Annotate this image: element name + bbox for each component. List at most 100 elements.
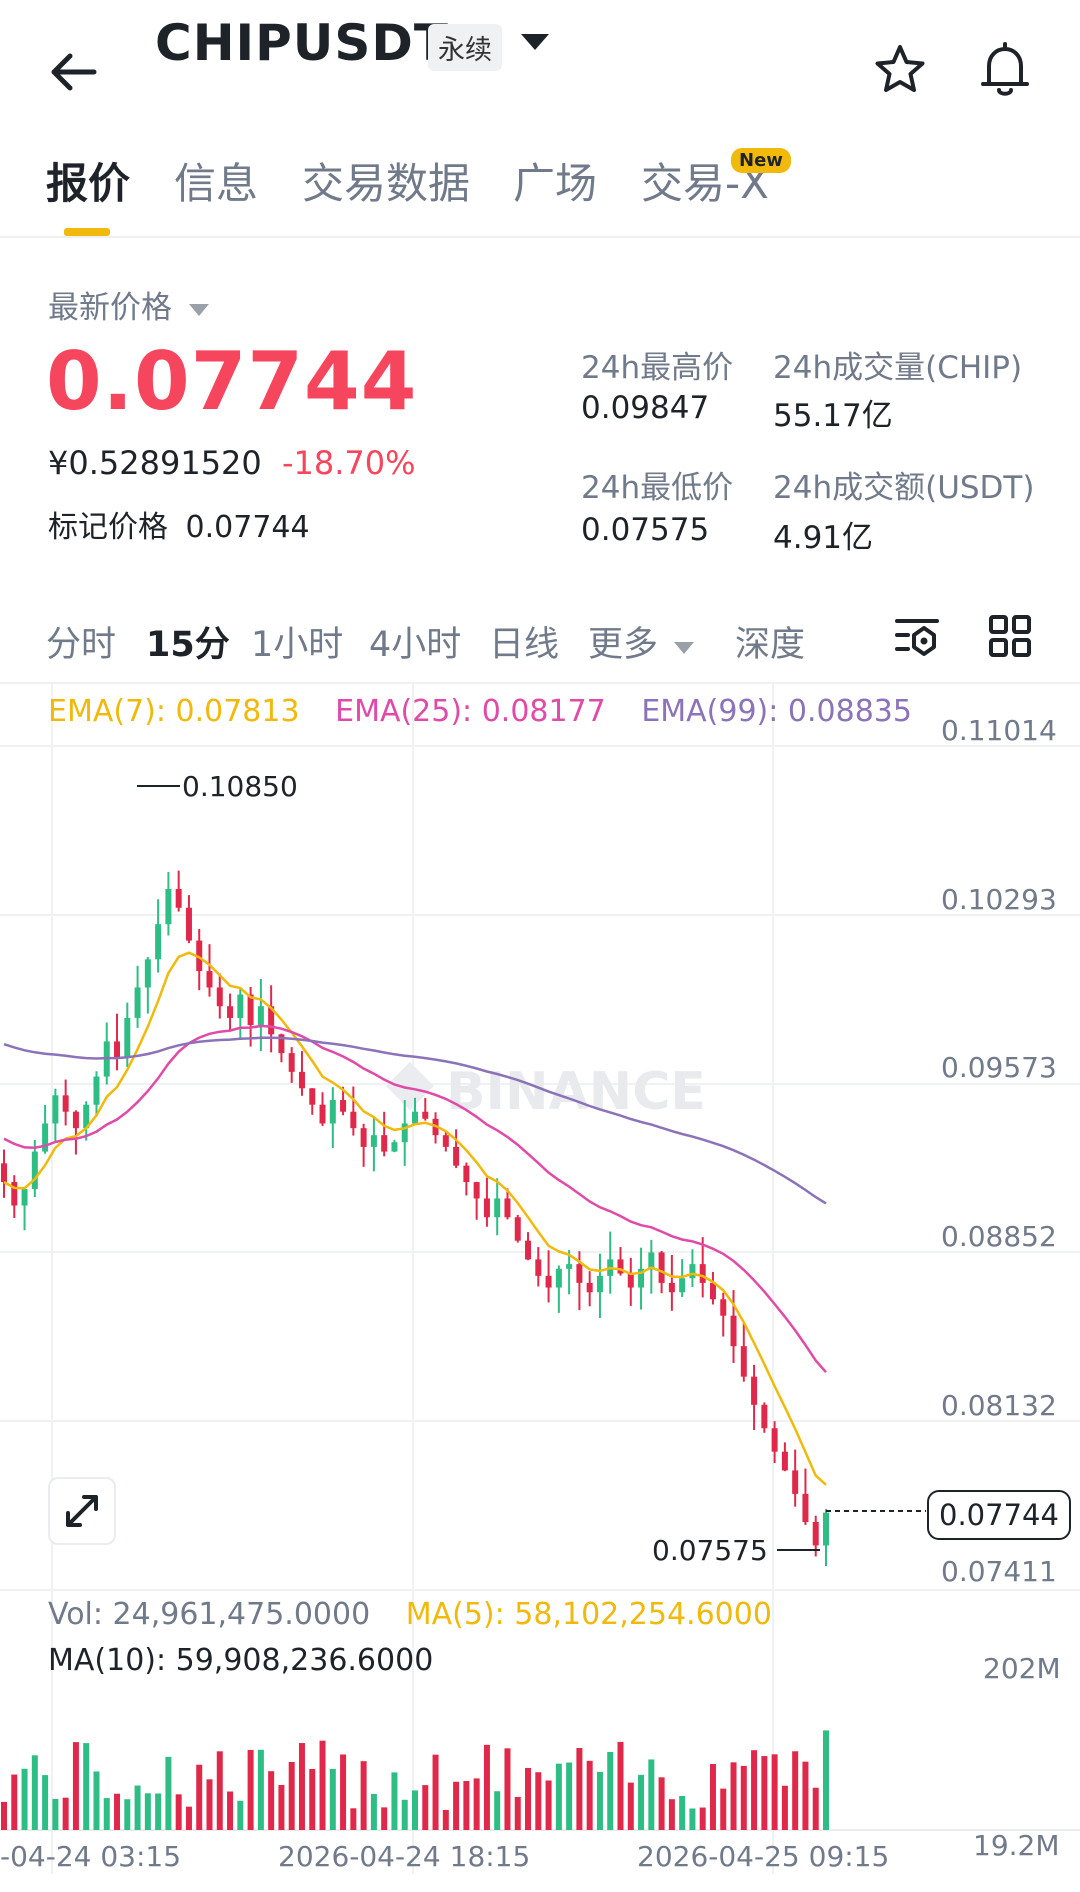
- price-axis-5: 0.07411: [941, 1555, 1057, 1588]
- volume-layer: [1, 1730, 829, 1830]
- volume-axis-bottom: 19.2M: [973, 1829, 1060, 1862]
- price-axis-2: 0.09573: [941, 1051, 1057, 1084]
- price-axis-1: 0.10293: [941, 883, 1057, 916]
- volume-bar: [329, 1768, 336, 1830]
- candle-body: [401, 1123, 408, 1143]
- tab-quote[interactable]: 报价: [46, 159, 131, 208]
- fullscreen-button[interactable]: [48, 1477, 116, 1545]
- candle-body: [370, 1135, 377, 1147]
- candle-body: [442, 1135, 449, 1147]
- tab-square[interactable]: 广场: [513, 159, 598, 208]
- volume-bar: [21, 1768, 28, 1830]
- interval-15m[interactable]: 15分: [146, 625, 230, 665]
- volume-bar: [473, 1778, 480, 1830]
- candle-body: [52, 1095, 59, 1124]
- high-24h-label: 24h最高价: [581, 350, 734, 386]
- candle-body: [360, 1128, 367, 1147]
- price-axis-0: 0.11014: [941, 714, 1057, 747]
- candle-body: [1, 1163, 7, 1183]
- candle-body: [699, 1264, 706, 1283]
- candle-body: [216, 987, 223, 1007]
- volume-bar: [31, 1755, 38, 1830]
- interval-1h[interactable]: 1小时: [251, 625, 344, 665]
- favorite-star-icon[interactable]: [872, 42, 928, 102]
- tab-trading-data[interactable]: 交易数据: [302, 159, 471, 208]
- candles-layer: [1, 870, 829, 1566]
- volume-legend-row1: Vol: 24,961,475.0000 MA(5): 58,102,254.6…: [48, 1597, 772, 1632]
- chart-divider: [0, 682, 1080, 684]
- price-axis-4: 0.08132: [941, 1389, 1057, 1422]
- tab-info[interactable]: 信息: [174, 159, 259, 208]
- candle-body: [658, 1252, 665, 1283]
- volume-bar: [227, 1791, 234, 1830]
- volume-bar: [525, 1767, 532, 1830]
- volume-bar: [370, 1793, 377, 1830]
- candle-body: [781, 1451, 788, 1471]
- kline-chart[interactable]: BINANCE 0.10850 0.07575: [0, 684, 1080, 1874]
- candle-body: [268, 1006, 275, 1035]
- volume-bar: [185, 1806, 192, 1830]
- volume-bar: [535, 1772, 542, 1830]
- candle-body: [463, 1165, 470, 1183]
- volume-bar: [709, 1763, 716, 1830]
- volume-bar: [381, 1807, 388, 1830]
- candle-body: [196, 940, 203, 972]
- candle-body: [288, 1053, 295, 1072]
- volume-bar: [1, 1801, 7, 1830]
- candle-body: [812, 1522, 819, 1546]
- volume-bar: [103, 1798, 110, 1830]
- candle-body: [473, 1182, 480, 1199]
- candle-body: [638, 1268, 645, 1288]
- volume-bar: [648, 1759, 655, 1830]
- symbol-dropdown-icon[interactable]: [519, 30, 551, 58]
- time-axis-2: 2026-04-25 09:15: [637, 1840, 890, 1873]
- candle-body: [309, 1088, 316, 1105]
- ema25-legend: EMA(25): 0.08177: [335, 694, 606, 729]
- volume-bar: [607, 1751, 614, 1830]
- volume-bar: [165, 1756, 172, 1830]
- volume-bar: [596, 1771, 603, 1830]
- time-axis-1: 2026-04-24 18:15: [278, 1840, 531, 1873]
- volume-bar: [268, 1771, 275, 1830]
- interval-4h[interactable]: 4小时: [369, 625, 462, 665]
- cny-price: ¥0.52891520: [48, 444, 262, 482]
- candle-body: [31, 1151, 38, 1190]
- candle-body: [545, 1275, 552, 1288]
- symbol-title[interactable]: CHIPUSDT: [155, 14, 450, 72]
- candle-body: [391, 1142, 398, 1152]
- last-price: 0.07744: [46, 335, 418, 428]
- volume-bar: [340, 1754, 347, 1830]
- candle-body: [751, 1376, 758, 1405]
- high-marker: 0.10850: [137, 770, 298, 803]
- amount-24h-label: 24h成交额(USDT): [773, 470, 1035, 506]
- interval-depth[interactable]: 深度: [735, 625, 806, 665]
- interval-1d[interactable]: 日线: [489, 625, 560, 665]
- volume-bar: [668, 1799, 675, 1830]
- indicator-settings-icon[interactable]: [894, 615, 940, 663]
- volume-bar: [134, 1785, 141, 1830]
- expand-icon: [66, 1495, 98, 1527]
- arrow-left-icon: [51, 53, 97, 91]
- latest-price-label[interactable]: 最新价格: [48, 282, 210, 327]
- volume-bar: [155, 1793, 162, 1830]
- candle-body: [679, 1278, 686, 1293]
- ema-legend: EMA(7): 0.07813 EMA(25): 0.08177 EMA(99)…: [48, 694, 912, 729]
- alert-bell-icon[interactable]: [977, 40, 1033, 104]
- caret-down-icon: [674, 642, 695, 654]
- interval-more[interactable]: 更多: [588, 616, 695, 667]
- ma10-legend: MA(10): 59,908,236.6000: [48, 1643, 434, 1678]
- candle-body: [648, 1252, 655, 1269]
- ema-lines-layer: [3, 951, 827, 1486]
- volume-bar: [823, 1730, 829, 1830]
- current-price-tag[interactable]: 0.07744: [927, 1490, 1071, 1540]
- interval-timeshare[interactable]: 分时: [46, 625, 117, 665]
- mark-price-label: 标记价格: [48, 510, 168, 545]
- layout-grid-icon[interactable]: [988, 614, 1032, 662]
- back-button[interactable]: [44, 42, 104, 102]
- candle-body: [617, 1259, 624, 1274]
- volume-bar: [114, 1793, 121, 1830]
- candle-body: [576, 1264, 583, 1283]
- volume-bar: [555, 1763, 562, 1830]
- volume-bar: [658, 1777, 665, 1830]
- volume-bar: [617, 1741, 624, 1830]
